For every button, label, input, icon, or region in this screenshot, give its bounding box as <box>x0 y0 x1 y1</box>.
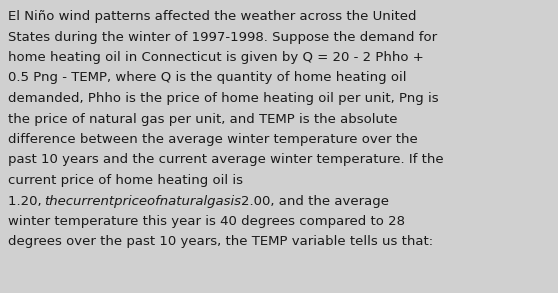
Text: past 10 years and the current average winter temperature. If the: past 10 years and the current average wi… <box>8 154 444 166</box>
Text: the price of natural gas per unit, and TEMP is the absolute: the price of natural gas per unit, and T… <box>8 113 397 125</box>
Text: demanded, Phho is the price of home heating oil per unit, Png is: demanded, Phho is the price of home heat… <box>8 92 439 105</box>
Text: home heating oil in Connecticut is given by Q = 20 - 2 Phho +: home heating oil in Connecticut is given… <box>8 51 424 64</box>
Text: 0.5 Png - TEMP, where Q is the quantity of home heating oil: 0.5 Png - TEMP, where Q is the quantity … <box>8 71 406 84</box>
Text: El Niño wind patterns affected the weather across the United: El Niño wind patterns affected the weath… <box>8 10 416 23</box>
Text: 2.00, and the average: 2.00, and the average <box>241 195 389 207</box>
Text: difference between the average winter temperature over the: difference between the average winter te… <box>8 133 418 146</box>
Text: current price of home heating oil is: current price of home heating oil is <box>8 174 243 187</box>
Text: degrees over the past 10 years, the TEMP variable tells us that:: degrees over the past 10 years, the TEMP… <box>8 236 433 248</box>
Text: 1.20,: 1.20, <box>8 195 44 207</box>
Text: winter temperature this year is 40 degrees compared to 28: winter temperature this year is 40 degre… <box>8 215 405 228</box>
Text: thecurrentpriceofnaturalgasis: thecurrentpriceofnaturalgasis <box>44 195 241 207</box>
Text: States during the winter of 1997-1998. Suppose the demand for: States during the winter of 1997-1998. S… <box>8 30 437 43</box>
